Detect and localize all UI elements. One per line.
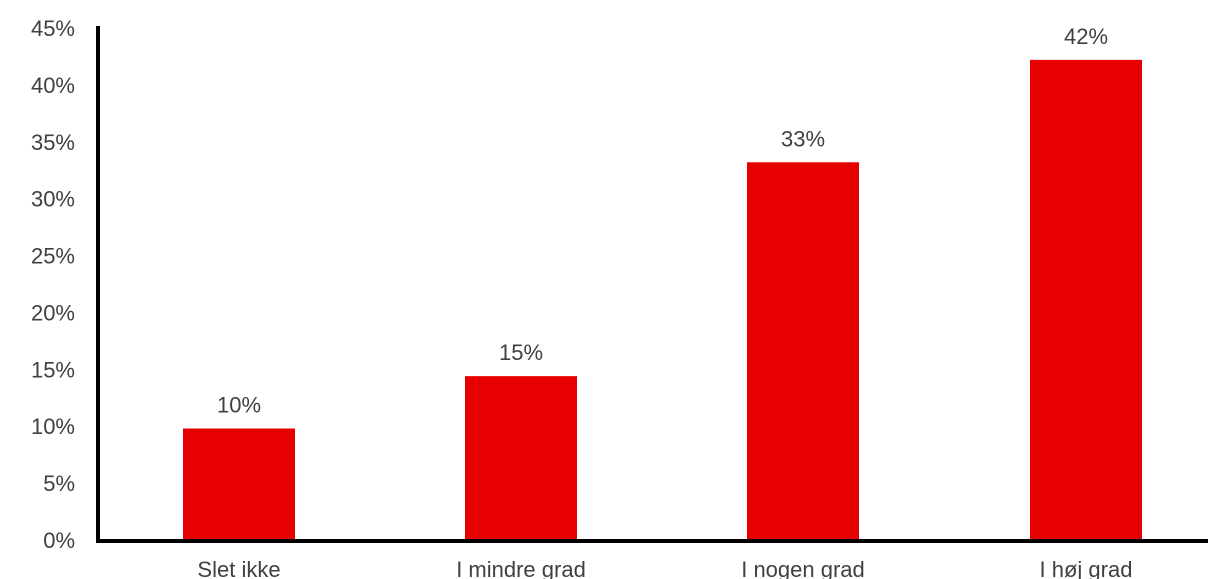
x-tick-label: I nogen grad bbox=[741, 557, 865, 579]
y-tick-label: 35% bbox=[31, 130, 75, 155]
y-tick-label: 25% bbox=[31, 244, 75, 269]
x-tick-label: Slet ikke bbox=[197, 557, 280, 579]
x-axis: Slet ikke I mindre grad I nogen grad I høj … bbox=[96, 539, 1208, 579]
bars bbox=[183, 59, 1142, 540]
data-label: 15% bbox=[499, 340, 543, 365]
data-label: 10% bbox=[217, 392, 261, 417]
y-tick-label: 5% bbox=[43, 471, 75, 496]
x-tick-label: I høj grad bbox=[1040, 557, 1133, 579]
y-tick-label: 30% bbox=[31, 187, 75, 212]
x-tick-label: I mindre grad bbox=[456, 557, 586, 579]
y-tick-label: 45% bbox=[31, 16, 75, 41]
y-tick-label: 0% bbox=[43, 528, 75, 553]
y-tick-label: 20% bbox=[31, 300, 75, 325]
bar bbox=[1030, 59, 1142, 540]
data-label: 42% bbox=[1064, 24, 1108, 49]
bar bbox=[183, 428, 295, 540]
data-label: 33% bbox=[781, 126, 825, 151]
data-labels: 10% 15% 33% 42% bbox=[217, 24, 1108, 418]
bar bbox=[465, 376, 577, 540]
bar bbox=[747, 162, 859, 540]
y-tick-label: 15% bbox=[31, 357, 75, 382]
y-axis: 0% 5% 10% 15% 20% 25% 30% 35% 40% 45% bbox=[31, 16, 100, 553]
y-tick-label: 40% bbox=[31, 73, 75, 98]
y-tick-label: 10% bbox=[31, 414, 75, 439]
